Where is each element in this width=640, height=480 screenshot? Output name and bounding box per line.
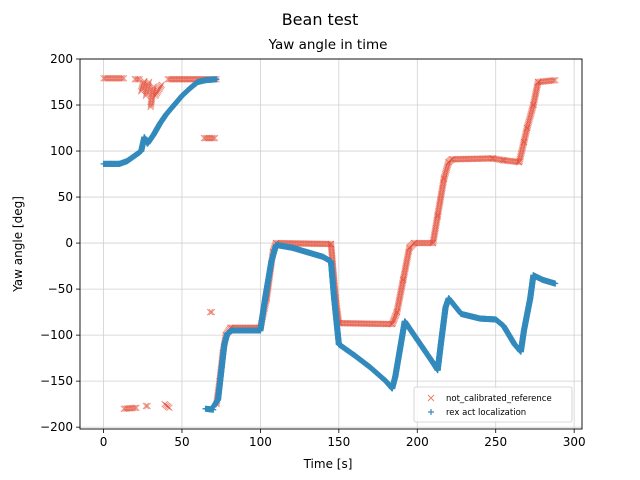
reference-point — [150, 83, 158, 90]
y-tick-label: 0 — [65, 236, 73, 250]
localization-point — [552, 280, 559, 287]
reference-point — [208, 134, 216, 142]
reference-point — [211, 134, 219, 142]
series-reference — [100, 74, 559, 413]
reference-point — [158, 81, 165, 89]
x-tick-label: 100 — [249, 435, 272, 449]
figure-suptitle: Bean test — [282, 10, 359, 29]
y-tick-label: −200 — [40, 420, 73, 434]
legend-marker-x — [427, 394, 435, 402]
reference-point — [119, 74, 126, 82]
reference-point — [166, 404, 173, 412]
reference-point — [133, 404, 140, 412]
plot-area — [100, 74, 559, 413]
x-tick-label: 200 — [406, 435, 429, 449]
axis-ticks: 0 50 100 150 200 250 300 −200 −150 −100 −50 0 50 100 1… — [40, 52, 586, 449]
x-tick-label: 0 — [100, 435, 108, 449]
reference-point — [136, 75, 143, 83]
reference-point — [551, 76, 559, 84]
y-axis-label: Yaw angle [deg] — [11, 196, 25, 293]
reference-point — [133, 75, 140, 83]
x-tick-label: 50 — [174, 435, 189, 449]
legend-box — [413, 386, 573, 423]
legend-label-reference: not_calibrated_reference — [446, 394, 552, 404]
x-tick-label: 250 — [484, 435, 507, 449]
reference-point — [131, 404, 139, 412]
y-tick-label: −100 — [40, 328, 73, 342]
x-tick-label: 150 — [327, 435, 350, 449]
y-tick-label: 200 — [50, 52, 73, 66]
reference-point — [134, 75, 142, 83]
legend-marker-reference — [427, 394, 435, 402]
y-tick-label: 100 — [50, 144, 73, 158]
legend: not_calibrated_reference rex act localiz… — [413, 386, 573, 423]
axes-frame — [79, 58, 583, 430]
series-localization — [100, 76, 559, 413]
reference-point — [117, 74, 125, 82]
y-tick-label: 50 — [58, 190, 73, 204]
reference-point — [142, 402, 150, 410]
localization-point — [213, 76, 220, 83]
reference-point — [144, 402, 151, 410]
legend-marker-localization — [428, 409, 434, 415]
reference-point — [208, 308, 216, 316]
y-tick-label: −50 — [48, 282, 73, 296]
reference-point — [385, 320, 393, 328]
reference-point — [206, 308, 214, 316]
reference-point — [550, 76, 558, 84]
x-tick-label: 300 — [563, 435, 586, 449]
axes-title: Yaw angle in time — [268, 37, 388, 53]
legend-marker-plus — [428, 409, 434, 415]
legend-label-localization: rex act localization — [446, 408, 526, 418]
reference-point — [120, 74, 128, 82]
x-axis-label: Time [s] — [303, 457, 353, 471]
y-tick-label: −150 — [40, 374, 73, 388]
reference-point — [209, 134, 217, 142]
y-tick-label: 150 — [50, 98, 73, 112]
